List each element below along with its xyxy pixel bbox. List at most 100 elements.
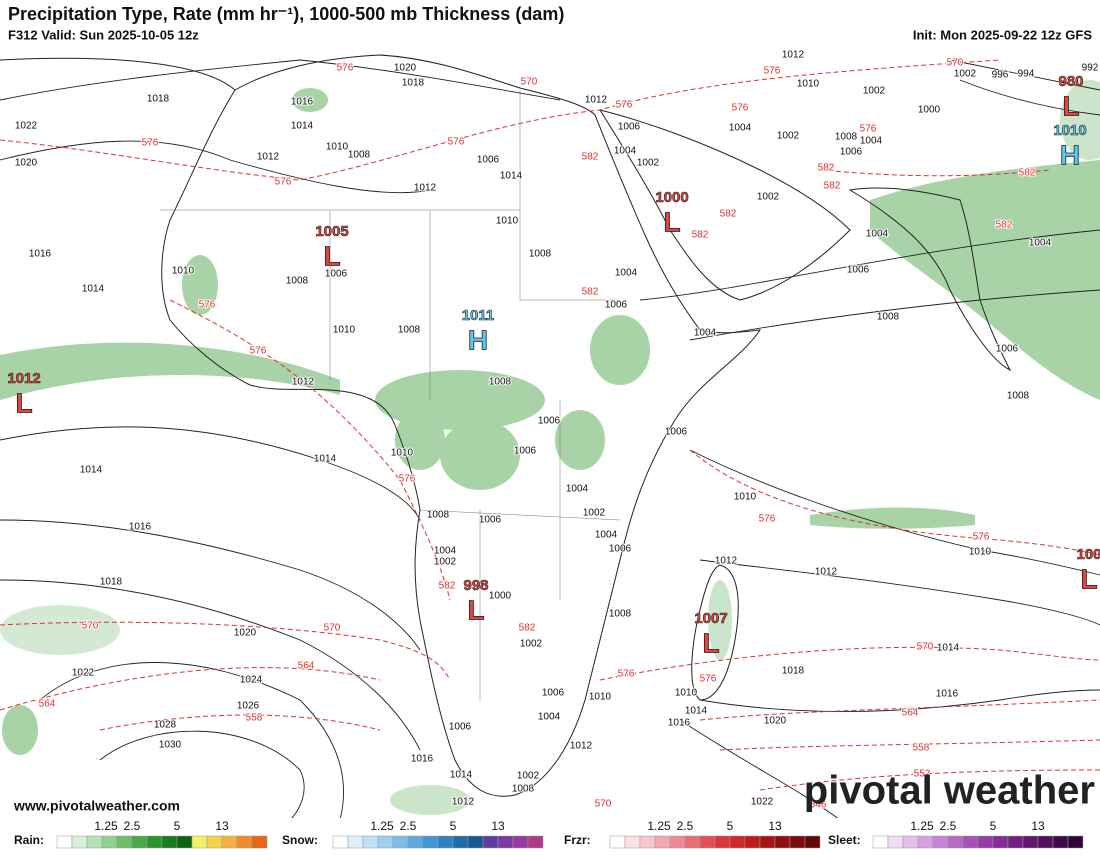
- legend-tick: 5: [174, 819, 181, 833]
- legend-swatch: [917, 835, 934, 849]
- isobar-label: 1006: [847, 265, 870, 276]
- isobar-label: 1012: [570, 741, 593, 752]
- legend-swatch: [512, 835, 529, 849]
- thickness-label: 576: [759, 514, 776, 525]
- center-value: 998: [463, 577, 488, 594]
- isobar-label: 1002: [583, 508, 606, 519]
- legend-tick: 2.5: [400, 819, 417, 833]
- isobar-label: 1008: [348, 150, 371, 161]
- thickness-label: 564: [298, 661, 315, 672]
- legend-swatch: [624, 835, 641, 849]
- isobar-label: 1014: [685, 706, 708, 717]
- legend-swatch: [332, 835, 349, 849]
- center-letter: L: [663, 206, 680, 237]
- isobar-label: 1006: [605, 300, 628, 311]
- thickness-label: 582: [582, 152, 599, 163]
- isobar-label: 1010: [734, 492, 757, 503]
- legend-swatch: [452, 835, 469, 849]
- isobar-label: 1010: [589, 692, 612, 703]
- isobar-label: 1016: [129, 522, 152, 533]
- isobar-label: 1012: [257, 152, 280, 163]
- isobar-label: 1006: [840, 147, 863, 158]
- legend-swatch: [347, 835, 364, 849]
- legend-swatch: [176, 835, 193, 849]
- isobar-label: 1006: [325, 269, 348, 280]
- center-value: 1000: [655, 189, 688, 206]
- isobar-label: 1018: [402, 78, 425, 89]
- thickness-label: 576: [700, 674, 717, 685]
- isobar-label: 1006: [479, 515, 502, 526]
- isobar-label: 1022: [751, 797, 774, 808]
- thickness-lines: [0, 59, 1100, 791]
- center-letter: L: [702, 627, 719, 658]
- legend-swatch: [699, 835, 716, 849]
- legend-name: Frzr:: [564, 833, 591, 847]
- thickness-label: 582: [824, 181, 841, 192]
- isobar-label: 1018: [782, 666, 805, 677]
- isobar-label: 1010: [326, 142, 349, 153]
- center-value: 980: [1058, 73, 1083, 90]
- isobar-label: 1004: [615, 268, 638, 279]
- isobar-label: 1004: [694, 328, 717, 339]
- isobar-label: 1008: [1007, 391, 1030, 402]
- legend-tick: 5: [727, 819, 734, 833]
- isobar-label: 1002: [954, 69, 977, 80]
- legend-swatch: [714, 835, 731, 849]
- thickness-label: 576: [399, 474, 416, 485]
- legend-swatch: [977, 835, 994, 849]
- legend-tick: 13: [215, 819, 229, 833]
- legend-swatch: [654, 835, 671, 849]
- legend-swatch: [221, 835, 238, 849]
- init-time: Init: Mon 2025-09-22 12z GFS: [913, 27, 1092, 42]
- thickness-label: 582: [720, 209, 737, 220]
- legend-swatch: [56, 835, 73, 849]
- isobar-label: 1022: [15, 121, 38, 132]
- isobar-label: 1014: [80, 465, 103, 476]
- legend-swatch: [191, 835, 208, 849]
- legend-swatch: [744, 835, 761, 849]
- thickness-label: 576: [616, 100, 633, 111]
- legend-swatch: [1052, 835, 1069, 849]
- legend-swatch: [887, 835, 904, 849]
- isobar-label: 1008: [877, 312, 900, 323]
- legend-tick: 13: [768, 819, 782, 833]
- legend-swatch: [789, 835, 806, 849]
- isobar-label: 1010: [172, 266, 195, 277]
- center-letter: L: [15, 387, 32, 418]
- center-letter: L: [467, 594, 484, 625]
- legend-swatch: [639, 835, 656, 849]
- isobar-label: 1006: [542, 688, 565, 699]
- legend-swatch: [467, 835, 484, 849]
- center-letter: L: [1080, 563, 1097, 594]
- thickness-label: 576: [448, 137, 465, 148]
- center-value: 1005: [315, 223, 348, 240]
- thickness-label: 558: [246, 713, 263, 724]
- isobar-label: 1006: [618, 122, 641, 133]
- isobar-label: 1006: [538, 416, 561, 427]
- isobar-label: 1002: [777, 131, 800, 142]
- isobar-label: 1004: [538, 712, 561, 723]
- center-value: 1010: [1053, 122, 1086, 139]
- legend-swatch: [1022, 835, 1039, 849]
- legend-tick: 2.5: [124, 819, 141, 833]
- isobar-label: 1002: [517, 771, 540, 782]
- isobar-label: 1016: [668, 718, 691, 729]
- legend-swatch: [206, 835, 223, 849]
- thickness-label: 576: [250, 346, 267, 357]
- isobar-label: 1002: [520, 639, 543, 650]
- center-value: 1007: [694, 610, 727, 627]
- isobar-label: 1014: [82, 284, 105, 295]
- watermark: pivotal weather: [804, 769, 1095, 813]
- legend-swatch: [609, 835, 626, 849]
- labels: 1020101810161014101810221020101610141012…: [7, 49, 1100, 812]
- isobar-label: 1026: [237, 701, 260, 712]
- isobar-label: 1004: [614, 146, 637, 157]
- legend-swatch: [497, 835, 514, 849]
- isobar-label: 1004: [595, 530, 618, 541]
- legend-swatch: [362, 835, 379, 849]
- legend-tick: 13: [491, 819, 505, 833]
- thickness-label: 576: [618, 669, 635, 680]
- isobar-label: 1020: [15, 158, 38, 169]
- isobar-label: 1010: [333, 325, 356, 336]
